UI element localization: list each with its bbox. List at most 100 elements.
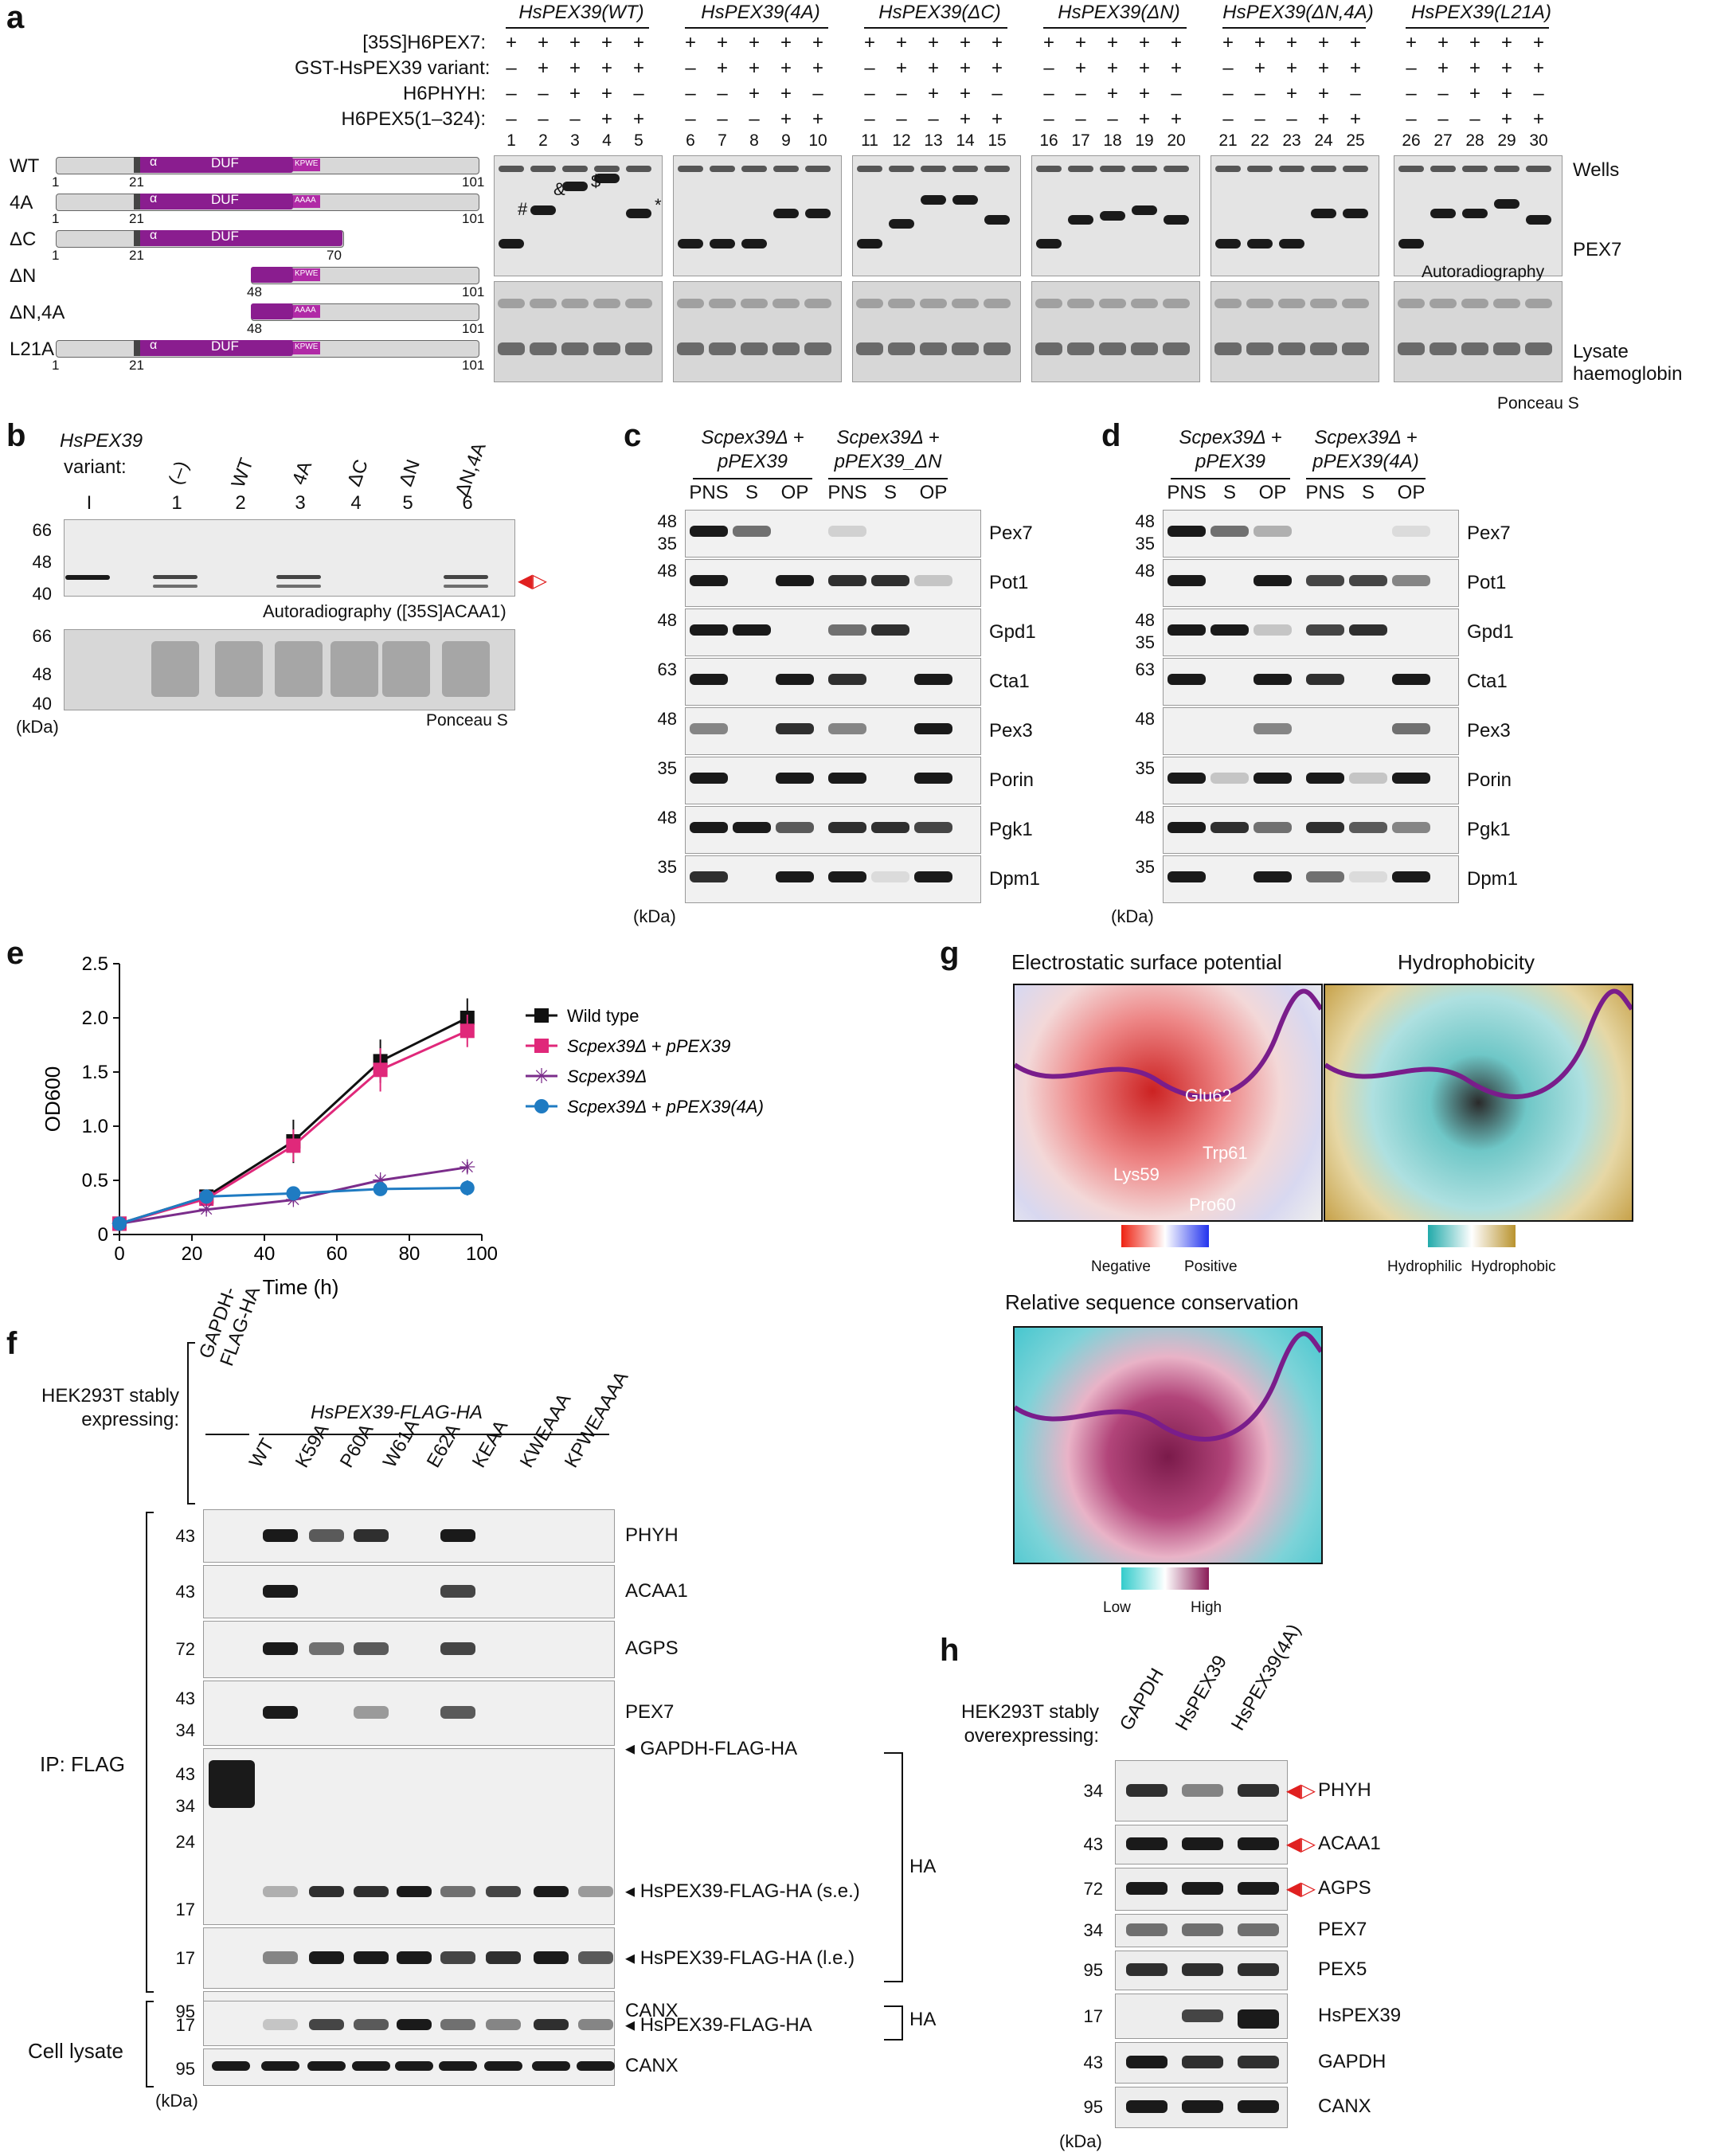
- fraction-band: [1254, 773, 1292, 784]
- f-band: [440, 1584, 475, 1598]
- g-scale-label: High: [1191, 1599, 1222, 1616]
- f-row-label: CANX: [625, 2000, 679, 2021]
- fraction-band: [1306, 575, 1344, 586]
- fraction-band: [1306, 624, 1344, 636]
- fraction-band: [690, 723, 728, 734]
- g-residue: Lys59: [1113, 1164, 1160, 1184]
- protein-label: Pot1: [989, 572, 1029, 593]
- fraction-band: [1306, 871, 1344, 882]
- well-band: [1279, 166, 1304, 172]
- haemoglobin-band: [1131, 342, 1158, 355]
- fraction-band: [1254, 624, 1292, 636]
- sign: –: [1043, 83, 1054, 104]
- fraction-band: [914, 773, 952, 784]
- fraction-band: [1254, 575, 1292, 586]
- haemoglobin-band: [1310, 342, 1337, 355]
- lysate-band: [593, 299, 620, 308]
- fraction-band: [690, 526, 728, 537]
- b-band: [276, 585, 321, 588]
- f-lysate-row: ◂ HsPEX39-FLAG-HA: [625, 2014, 812, 2036]
- fraction-band: [733, 624, 771, 636]
- fraction-ladder: 63: [657, 659, 677, 679]
- fraction-ladder: 35: [657, 857, 677, 877]
- g-scale-label: Negative: [1091, 1258, 1151, 1275]
- legend-marker: [534, 1039, 549, 1053]
- lane-number: 5: [634, 131, 643, 150]
- fraction-label: S: [1222, 482, 1236, 503]
- pex7-band: [1247, 239, 1273, 248]
- f-lysate-row: CANX: [625, 2055, 679, 2076]
- pex7-band: [1068, 215, 1093, 225]
- sign: +: [684, 32, 696, 53]
- protein-label: Cta1: [989, 671, 1030, 692]
- b-ladder: 66: [32, 520, 52, 540]
- sign: +: [812, 57, 823, 79]
- h-band: [1182, 1783, 1223, 1797]
- legend-label: Wild type: [567, 1006, 639, 1026]
- protein-label: Pgk1: [989, 819, 1033, 840]
- header-underline: [693, 478, 812, 479]
- panel-g-letter: g: [940, 936, 960, 971]
- f-lysate-band: [397, 2019, 432, 2030]
- haemoglobin-band: [498, 342, 525, 355]
- f-band: [440, 1528, 475, 1542]
- autoradiography-label: Autoradiography: [1422, 263, 1545, 281]
- header-underline: [828, 478, 948, 479]
- lane-number: 10: [808, 131, 827, 150]
- duf-domain: [134, 194, 293, 209]
- fraction-band: [1392, 674, 1430, 685]
- well-band: [530, 166, 556, 172]
- h-stably-label: HEK293T stably overexpressing:: [961, 1701, 1099, 1747]
- legend-marker: [534, 1099, 549, 1113]
- sign: +: [1469, 32, 1480, 53]
- group-header: HsPEX39(ΔC): [878, 2, 1001, 23]
- lysate-band: [709, 299, 736, 308]
- sign: +: [1170, 57, 1182, 79]
- well-band: [594, 166, 620, 172]
- b-variant-label: variant:: [64, 456, 127, 478]
- h-kda: (kDa): [1059, 2131, 1102, 2151]
- start-number: 48: [247, 284, 262, 299]
- lane-number: 23: [1282, 131, 1301, 150]
- h-band: [1238, 2100, 1279, 2113]
- ponceau-label: Ponceau S: [1497, 394, 1579, 413]
- panel-c-letter: c: [624, 418, 642, 453]
- lysate-band: [1461, 299, 1488, 308]
- sign: –: [538, 83, 549, 104]
- f-ladder: 24: [175, 1832, 195, 1852]
- y-tick-label: 1.0: [82, 1116, 108, 1137]
- legend-marker: ✳: [533, 1064, 550, 1088]
- b-lane: 1: [171, 492, 182, 514]
- fraction-band: [776, 674, 814, 685]
- f-lane: WT: [244, 1434, 279, 1472]
- well-band: [499, 166, 524, 172]
- duf-label: DUF: [211, 192, 239, 207]
- h-band: [1238, 2056, 1279, 2068]
- f-canx-band: [577, 2061, 615, 2071]
- b-arrow: ◀▷: [518, 570, 547, 592]
- pex7-label: PEX7: [1573, 239, 1622, 260]
- fraction-band: [776, 822, 814, 833]
- b-ladder: 48: [32, 552, 52, 572]
- sign: –: [1075, 108, 1086, 130]
- g-scale-label: Hydrophilic: [1387, 1258, 1462, 1275]
- fraction-band: [1167, 575, 1206, 586]
- well-band: [952, 166, 978, 172]
- lysate-band: [1246, 299, 1273, 308]
- group-underline: [1043, 27, 1187, 29]
- end-number: 101: [462, 174, 485, 190]
- sign: +: [1405, 32, 1417, 53]
- fraction-band: [828, 624, 866, 636]
- l21-marker: [134, 194, 140, 209]
- fraction-band: [733, 526, 771, 537]
- h-arrow: ◀▷: [1286, 1878, 1316, 1900]
- sign: –: [812, 83, 823, 104]
- f-lysate-label: Cell lysate: [28, 2039, 123, 2063]
- motif-label: KPWE: [295, 159, 319, 168]
- f-band: [309, 1528, 344, 1542]
- b-ponceau-band: [275, 641, 323, 697]
- well-band: [1247, 166, 1273, 172]
- well-band: [678, 166, 703, 172]
- fraction-label: PNS: [689, 482, 729, 503]
- b-band: [444, 585, 488, 588]
